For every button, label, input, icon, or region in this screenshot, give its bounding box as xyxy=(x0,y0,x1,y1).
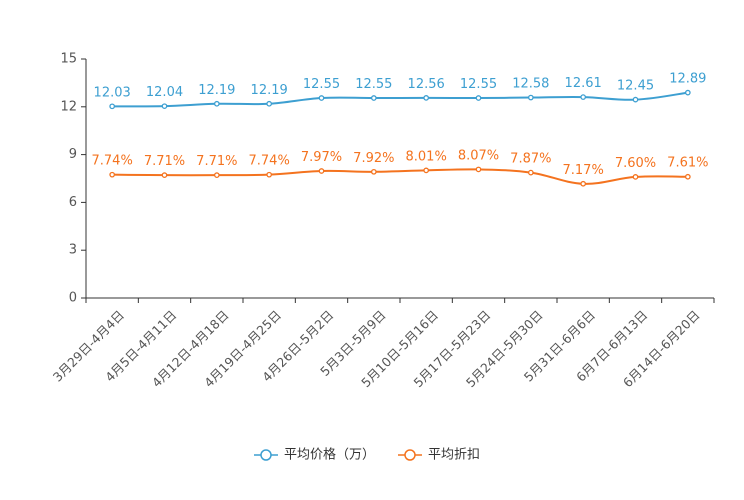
y-tick-label: 6 xyxy=(69,195,77,210)
data-point xyxy=(370,95,377,101)
data-point xyxy=(318,168,325,174)
data-point xyxy=(213,100,220,107)
data-point xyxy=(684,173,691,180)
series-2 xyxy=(109,166,691,187)
data-label: 7.74% xyxy=(249,154,290,169)
data-label: 12.56 xyxy=(408,77,445,92)
data-point xyxy=(266,100,273,107)
data-label: 12.55 xyxy=(355,77,392,92)
data-label: 7.60% xyxy=(615,156,656,171)
data-label: 12.58 xyxy=(512,77,549,92)
data-point xyxy=(580,180,587,187)
data-label: 7.74% xyxy=(92,154,133,169)
axes: 036912153月29日-4月4日4月5日-4月11日4月12日-4月18日4… xyxy=(50,52,715,390)
y-tick-label: 3 xyxy=(69,243,77,258)
series-layer xyxy=(109,89,691,187)
data-labels: 12.03 12.04 12.19 12.19 12.55 12.55 12.56 12.55… xyxy=(92,72,709,178)
y-tick-label: 0 xyxy=(69,291,77,306)
data-point xyxy=(318,95,325,101)
data-label: 12.03 xyxy=(94,85,131,100)
data-label: 7.17% xyxy=(563,163,604,178)
data-label: 7.97% xyxy=(301,150,342,165)
data-point xyxy=(632,96,639,103)
legend-item-1: 平均价格（万） xyxy=(254,447,375,463)
legend: 平均价格（万） 平均折扣 xyxy=(254,447,480,463)
data-label: 12.19 xyxy=(198,83,235,98)
data-label: 12.55 xyxy=(460,77,497,92)
data-label: 12.19 xyxy=(251,83,288,98)
data-point xyxy=(109,171,116,178)
data-point xyxy=(475,95,482,101)
data-label: 8.07% xyxy=(458,148,499,163)
data-label: 8.01% xyxy=(406,149,447,164)
legend-item-2: 平均折扣 xyxy=(398,448,480,463)
series-line xyxy=(112,91,688,108)
data-point xyxy=(266,171,273,178)
data-point xyxy=(684,89,691,96)
data-point xyxy=(370,168,377,175)
data-label: 7.87% xyxy=(510,152,551,167)
series-1 xyxy=(109,89,691,110)
legend-label: 平均折扣 xyxy=(428,448,480,463)
legend-marker xyxy=(260,449,272,461)
data-label: 12.45 xyxy=(617,79,654,94)
series-line xyxy=(112,168,688,185)
data-point xyxy=(423,167,430,174)
legend-label: 平均价格（万） xyxy=(284,447,375,463)
data-point xyxy=(527,94,534,101)
y-tick-label: 12 xyxy=(60,99,77,114)
data-point xyxy=(580,94,587,100)
data-point xyxy=(109,103,116,110)
data-point xyxy=(213,172,220,179)
data-point xyxy=(161,172,168,179)
data-point xyxy=(475,166,482,173)
data-point xyxy=(161,103,168,110)
data-label: 7.92% xyxy=(353,151,394,166)
data-point xyxy=(527,169,534,176)
data-label: 12.55 xyxy=(303,77,340,92)
y-tick-label: 15 xyxy=(60,52,77,67)
data-label: 12.04 xyxy=(146,85,183,100)
data-point xyxy=(632,174,639,180)
data-label: 12.89 xyxy=(669,72,706,87)
data-label: 7.61% xyxy=(667,156,708,171)
y-tick-label: 9 xyxy=(69,147,77,162)
legend-marker xyxy=(404,449,416,461)
data-point xyxy=(423,95,430,101)
data-label: 7.71% xyxy=(144,154,185,169)
data-label: 12.61 xyxy=(565,76,602,91)
data-label: 7.71% xyxy=(196,154,237,169)
